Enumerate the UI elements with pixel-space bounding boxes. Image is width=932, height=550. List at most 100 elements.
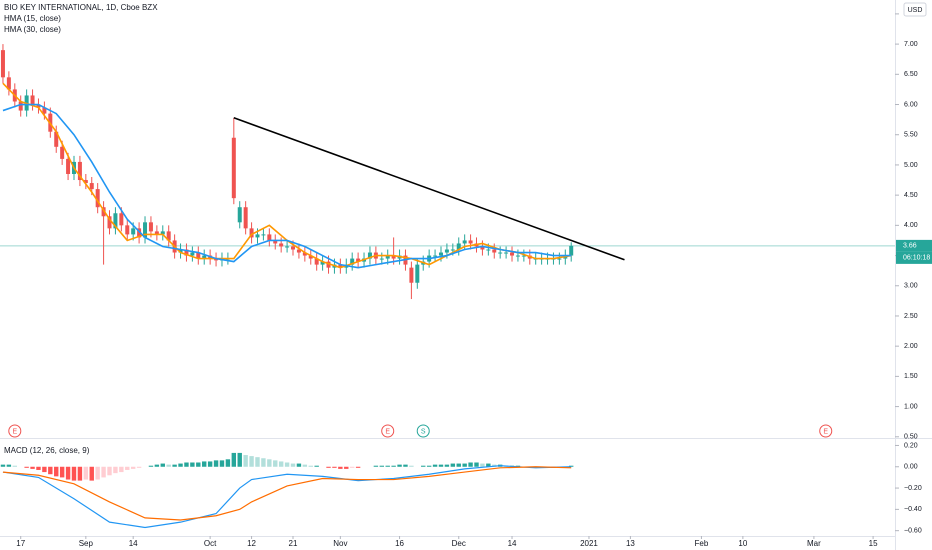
histogram-bar [332, 466, 337, 468]
candle-body [83, 180, 88, 184]
histogram-bar [59, 466, 65, 478]
candle-body [356, 258, 361, 262]
y-tick-label: 1.00 [904, 403, 918, 410]
candle-body [267, 234, 272, 241]
candle-body [202, 255, 207, 259]
histogram-bar [83, 466, 89, 480]
histogram-bar [273, 460, 278, 467]
candle-body [498, 252, 503, 254]
histogram-bar [444, 464, 450, 467]
histogram-bar [296, 463, 302, 467]
histogram-bar [456, 463, 461, 467]
x-tick-label: 13 [626, 539, 635, 548]
histogram-bar [95, 466, 100, 480]
y-tick-label: 5.50 [904, 132, 918, 139]
histogram-bar [261, 458, 266, 467]
histogram-bar [344, 466, 349, 469]
candle-body [338, 264, 343, 268]
x-tick-label: Sep [79, 539, 94, 548]
histogram-bar [119, 466, 124, 473]
y-tick-label: −0.20 [904, 485, 922, 492]
candle-body [314, 258, 319, 265]
histogram-bar [468, 462, 473, 467]
candle-body [137, 228, 142, 238]
event-marker [381, 424, 395, 438]
x-tick-label: Feb [695, 539, 709, 548]
histogram-bar [391, 465, 396, 467]
candle-body [285, 246, 290, 248]
y-tick-label: 6.50 [904, 71, 918, 78]
candle-body [166, 231, 171, 241]
y-tick-label: 0.20 [904, 442, 918, 449]
hma-line [2, 103, 572, 269]
candle-body [107, 216, 112, 229]
candle-body [160, 231, 165, 235]
histogram-bar [349, 466, 355, 468]
y-tick-label: 7.00 [904, 41, 918, 48]
histogram-bar [267, 459, 272, 467]
candle-body [30, 95, 35, 105]
histogram-bar [148, 465, 154, 467]
y-tick-label: −0.60 [904, 528, 922, 535]
histogram-bar [569, 465, 574, 467]
histogram-bar [249, 456, 254, 467]
candle-body [54, 131, 59, 147]
candle-body [302, 252, 307, 256]
currency-label: USD [908, 7, 923, 14]
x-tick-label: 14 [129, 539, 138, 548]
histogram-bar [36, 466, 41, 470]
candle-body [255, 234, 260, 238]
histogram-bar [225, 459, 231, 467]
histogram-bar [326, 466, 331, 468]
histogram-bar [6, 464, 12, 467]
histogram-bar [314, 465, 319, 467]
histogram-bar [202, 461, 207, 467]
histogram-bar [172, 464, 177, 467]
histogram-bar [48, 466, 53, 475]
histogram-bar [409, 465, 414, 467]
candle-body [409, 267, 414, 283]
histogram-bar [421, 465, 426, 467]
candle-body [261, 234, 266, 236]
candle-body [367, 252, 372, 259]
histogram-bar [338, 466, 343, 469]
currency-box [903, 2, 927, 17]
histogram-bar [308, 465, 313, 467]
histogram-bar [373, 465, 379, 467]
histogram-bar [278, 461, 284, 467]
histogram-bar [438, 464, 444, 467]
histogram-bar [207, 461, 213, 467]
histogram-bar [166, 464, 171, 467]
y-tick-label: 0.00 [904, 464, 918, 471]
histogram-bar [426, 465, 432, 467]
y-tick-label: 4.00 [904, 222, 918, 229]
histogram-bar [379, 465, 384, 467]
histogram-bar [125, 466, 130, 470]
candle-body [131, 228, 136, 235]
histogram-bar [462, 463, 467, 467]
trend-line [233, 117, 625, 261]
candle-body [569, 245, 574, 256]
chart-title: BIO KEY INTERNATIONAL, 1D, Cboe BZX [4, 3, 158, 12]
histogram-bar [54, 466, 59, 477]
histogram-bar [190, 462, 195, 467]
candle-body [444, 249, 449, 253]
candle-body [77, 161, 82, 181]
x-tick-label: 2021 [580, 539, 598, 548]
candle-body [143, 222, 148, 238]
candle-body [486, 249, 491, 251]
candle-body [385, 255, 390, 259]
candle-body [450, 249, 455, 251]
candle-body [492, 249, 497, 253]
x-tick-label: Oct [204, 539, 217, 548]
histogram-bar [486, 463, 491, 467]
y-tick-label: 1.50 [904, 373, 918, 380]
histogram-bar [89, 466, 94, 481]
candle-body [184, 249, 189, 256]
candle-body [504, 252, 509, 254]
macd-pane [0, 452, 574, 529]
candle-body [350, 258, 355, 265]
histogram-bar [290, 463, 296, 467]
